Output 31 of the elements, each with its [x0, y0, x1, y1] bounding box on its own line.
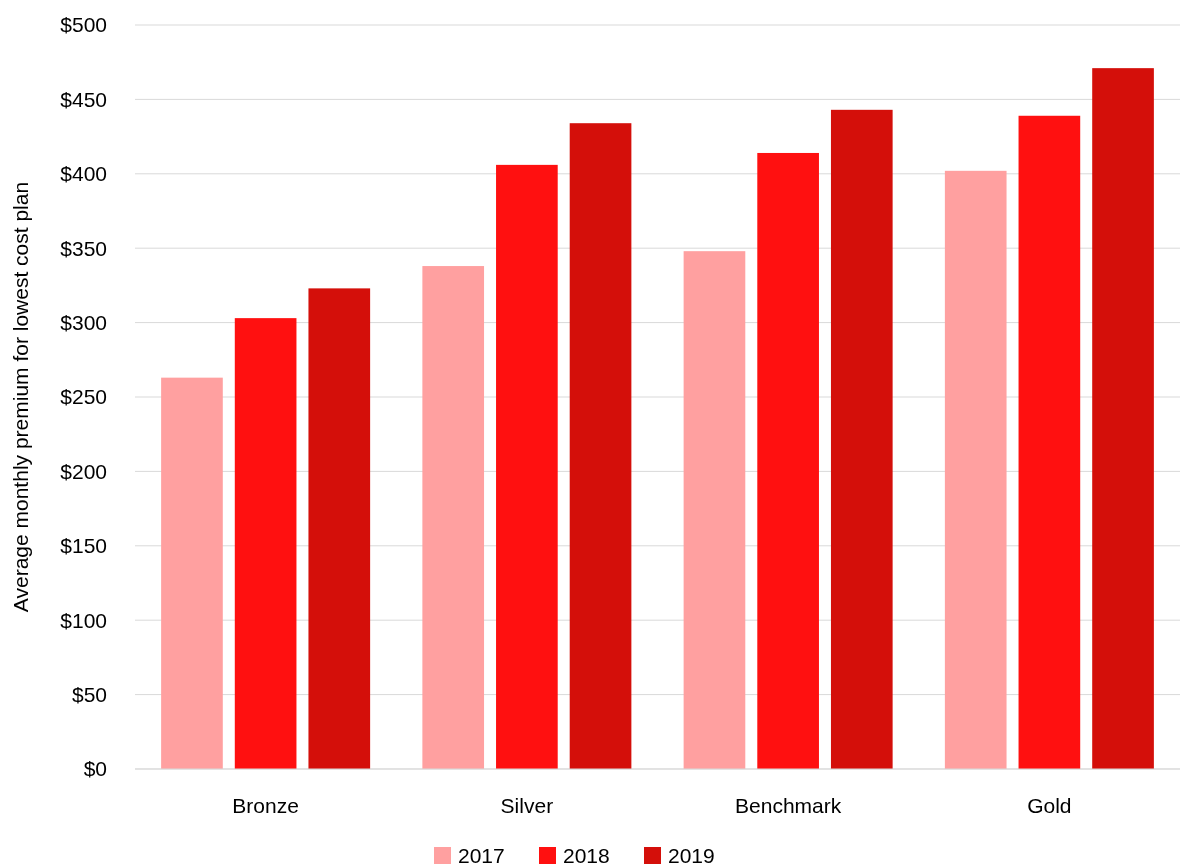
- x-tick-label: Gold: [1027, 794, 1072, 817]
- y-tick-label: $500: [60, 13, 107, 37]
- x-tick-label: Bronze: [232, 794, 299, 817]
- y-tick-label: $150: [60, 534, 107, 558]
- legend-label: 2019: [668, 844, 715, 866]
- bar: [422, 266, 485, 769]
- y-tick-label: $200: [60, 459, 107, 483]
- bar: [1092, 68, 1154, 769]
- y-tick-label: $50: [71, 682, 107, 706]
- bar: [683, 251, 746, 769]
- y-tick-label: $450: [60, 87, 107, 111]
- x-tick-label: Silver: [500, 794, 554, 817]
- bar: [569, 123, 632, 769]
- bar: [308, 288, 371, 769]
- bar: [161, 377, 223, 769]
- y-tick-label: $350: [60, 236, 107, 260]
- bar: [944, 170, 1007, 769]
- y-axis-title: Average monthly premium for lowest cost plan: [9, 181, 32, 613]
- bar: [234, 318, 297, 769]
- x-tick-label: Benchmark: [735, 794, 842, 817]
- legend-label: 2017: [458, 844, 505, 866]
- bar: [757, 152, 819, 769]
- y-tick-label: $0: [83, 757, 107, 781]
- y-tick-label: $400: [60, 162, 107, 186]
- legend-label: 2018: [563, 844, 610, 866]
- bar: [496, 164, 558, 769]
- bar: [830, 109, 893, 769]
- y-tick-label: $250: [60, 385, 107, 409]
- y-tick-label: $300: [60, 310, 107, 334]
- bar: [1018, 115, 1081, 769]
- y-tick-label: $100: [60, 608, 107, 632]
